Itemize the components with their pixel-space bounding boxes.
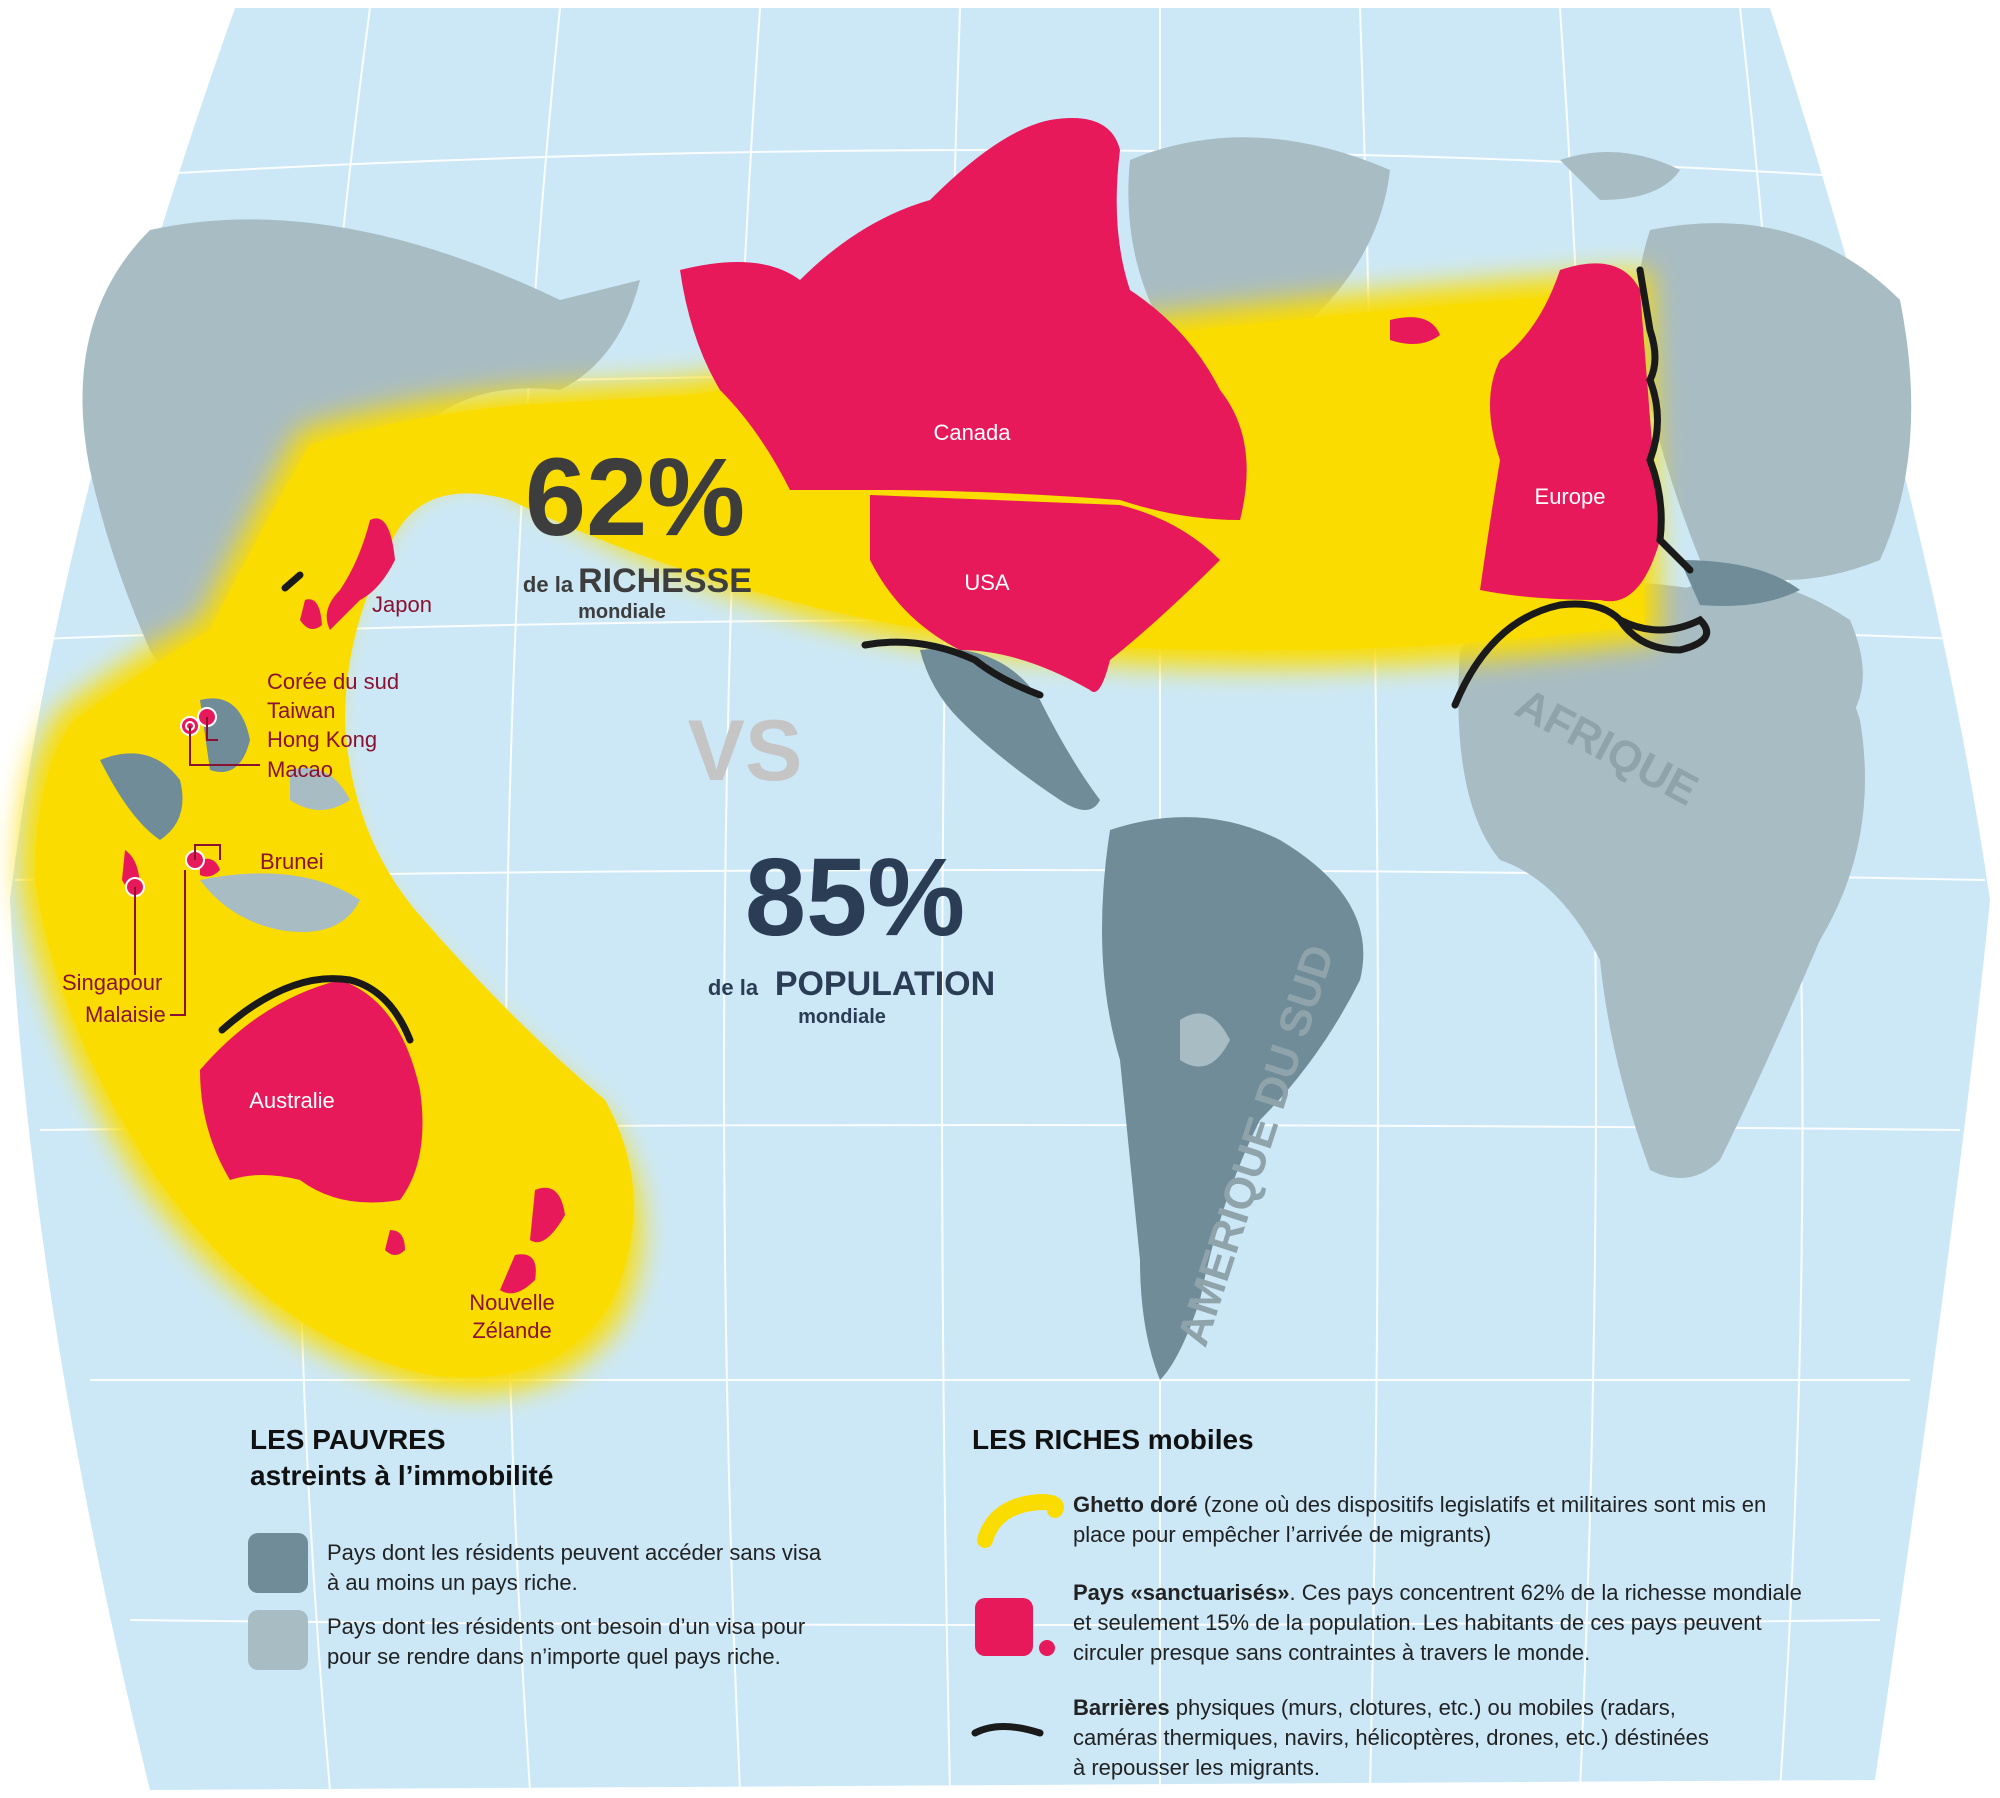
barrier-europe-east	[1636, 266, 1694, 574]
legend-sanct-line-1: . Ces pays concentrent 62% de la richess…	[1289, 1580, 1802, 1605]
legend-barrier-bold: Barrières	[1073, 1695, 1170, 1720]
legend-ghetto-symbol	[977, 1493, 1064, 1548]
label-singapour: Singapour	[62, 970, 162, 995]
label-australie: Australie	[249, 1088, 335, 1113]
legend-no-visa-text: Pays dont les résidents peuvent accéder …	[327, 1538, 821, 1598]
legend-ghetto-text: Ghetto doré (zone où des dispositifs leg…	[1073, 1490, 1766, 1550]
wealth-word: RICHESSE	[578, 562, 752, 600]
legend-no-visa-line-1: Pays dont les résidents peuvent accéder …	[327, 1540, 822, 1565]
russia-west	[1636, 223, 1912, 581]
barrier-australia	[218, 975, 414, 1044]
legend-barrier-line-2: caméras thermiques, navirs, hélicoptères…	[1073, 1725, 1709, 1750]
population-prefix: de la	[708, 975, 759, 1000]
ghetto-zone-core	[35, 290, 1645, 1378]
legend-sanct-bold: Pays «sanctuarisés»	[1073, 1580, 1290, 1605]
legend-rich-swatch	[975, 1598, 1033, 1656]
barrier-mediterranean	[1451, 600, 1711, 709]
label-malaisie: Malaisie	[85, 1002, 166, 1027]
barriers	[218, 266, 1711, 1044]
label-hongkong: Hong Kong	[267, 727, 377, 752]
population-word: POPULATION	[775, 965, 995, 1003]
usa-shape	[870, 495, 1220, 692]
legend-ghetto-line-2: place pour empêcher l’arrivée de migrant…	[1073, 1522, 1492, 1547]
middle-east	[1680, 580, 1863, 730]
population-suffix: mondiale	[798, 1006, 886, 1028]
legend-visa-text: Pays dont les résidents ont besoin d’un …	[327, 1612, 805, 1672]
wealth-percent: 62%	[525, 436, 745, 559]
tasmania	[385, 1230, 405, 1255]
legend-rich-dot	[1039, 1640, 1055, 1656]
label-nz-1: Nouvelle	[469, 1290, 555, 1315]
no-visa-countries	[100, 560, 1800, 1380]
korea	[300, 599, 322, 629]
legend-barrier-symbol	[971, 1723, 1044, 1737]
legend-sanct-line-3: circuler presque sans contraintes à trav…	[1073, 1640, 1591, 1665]
legend-rich-title: LES RICHES mobiles	[972, 1424, 1254, 1455]
label-japon: Japon	[372, 592, 432, 617]
leader-lines	[134, 717, 260, 1016]
barrier-us-mexico	[861, 638, 1044, 699]
iceland	[1390, 317, 1440, 344]
legend-swatch-no-visa	[248, 1533, 308, 1593]
turkey	[1680, 560, 1800, 606]
arctic-islands	[1560, 152, 1680, 200]
legend-visa-line-2: pour se rendre dans n’importe quel pays …	[327, 1644, 781, 1669]
europe-shape	[1480, 263, 1660, 602]
legend-no-visa-line-2: à au moins un pays riche.	[327, 1570, 578, 1595]
rich-countries	[122, 118, 1660, 1294]
mexico-central-america	[920, 648, 1100, 810]
barrier-korea	[281, 571, 304, 592]
label-nz-2: Zélande	[472, 1318, 552, 1343]
legend-ghetto-bold: Ghetto doré	[1073, 1492, 1198, 1517]
borneo-brunei	[200, 858, 220, 877]
legend-sanct-text: Pays «sanctuarisés». Ces pays concentren…	[1073, 1578, 1802, 1668]
canada-shape	[680, 118, 1247, 520]
wealth-suffix: mondiale	[578, 601, 666, 623]
population-percent: 85%	[745, 836, 965, 959]
label-macao: Macao	[267, 757, 333, 782]
south-america	[1102, 817, 1364, 1380]
legend-ghetto-line-1: (zone où des dispositifs legislatifs et …	[1197, 1492, 1767, 1517]
label-europe: Europe	[1535, 484, 1606, 509]
nz-south	[500, 1254, 536, 1294]
label-canada: Canada	[933, 420, 1011, 445]
legend-symbols	[248, 1493, 1064, 1737]
legend-sanct-line-2: et seulement 15% de la population. Les h…	[1073, 1610, 1762, 1635]
legend-visa-line-1: Pays dont les résidents ont besoin d’un …	[327, 1614, 806, 1639]
japan	[326, 518, 395, 630]
legend-swatch-visa	[248, 1610, 308, 1670]
legend-barrier-line-3: à repousser les migrants.	[1073, 1755, 1320, 1780]
visa-required-islands	[200, 768, 1230, 1067]
stats: 62% de la RICHESSE mondiale VS 85% de la…	[523, 436, 995, 1028]
label-coree: Corée du sud	[267, 669, 399, 694]
nz-north	[530, 1187, 565, 1243]
wealth-prefix: de la	[523, 572, 574, 597]
label-usa: USA	[964, 570, 1010, 595]
label-brunei: Brunei	[260, 849, 324, 874]
legend-barrier-text: Barrières physiques (murs, clotures, etc…	[1073, 1693, 1709, 1783]
australia-shape	[200, 980, 423, 1203]
africa	[1458, 582, 1865, 1178]
label-taiwan: Taiwan	[267, 698, 335, 723]
vs-label: VS	[688, 703, 803, 799]
legend-barrier-line-1: physiques (murs, clotures, etc.) ou mobi…	[1169, 1695, 1676, 1720]
southeast-asia	[100, 753, 183, 840]
legend-poor-title-1: LES PAUVRES	[250, 1424, 446, 1455]
legend-poor-title-2: astreints à l’immobilité	[250, 1460, 554, 1491]
